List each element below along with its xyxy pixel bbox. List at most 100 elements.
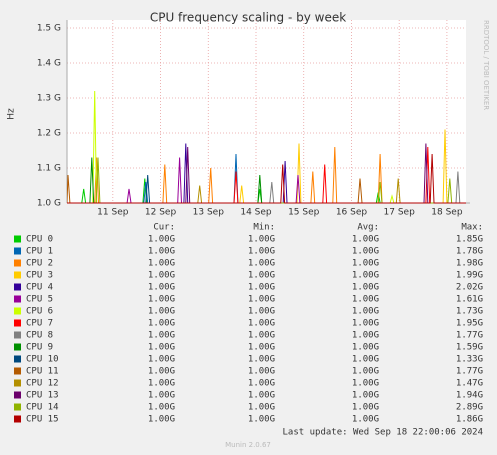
y-tick-label: 1.2 G — [37, 129, 61, 139]
legend-swatch — [14, 259, 21, 267]
legend-stat: 1.98G — [456, 259, 483, 269]
legend-stat: 1.00G — [352, 319, 379, 329]
legend-swatch — [14, 247, 21, 255]
y-tick-label: 1.1 G — [37, 164, 61, 174]
legend-stat: 1.00G — [148, 319, 175, 329]
legend-stat: 1.00G — [248, 355, 275, 365]
legend-swatch — [14, 391, 21, 399]
legend-stat: 1.00G — [352, 259, 379, 269]
legend-label: CPU 8 — [26, 331, 53, 341]
series-line — [67, 129, 466, 204]
legend-stat: 1.00G — [248, 235, 275, 245]
legend-label: CPU 5 — [26, 295, 53, 305]
x-tick-label: 13 Sep — [193, 208, 225, 218]
legend-swatch — [14, 367, 21, 375]
x-tick-label: 12 Sep — [145, 208, 177, 218]
side-text: RRDTOOL / TOBI OETIKER — [482, 20, 490, 110]
y-tick-label: 1.0 G — [37, 199, 61, 209]
legend-stat: 1.00G — [248, 415, 275, 425]
legend-header: Max: — [461, 223, 483, 233]
legend-stat: 1.00G — [148, 355, 175, 365]
legend-swatch — [14, 331, 21, 339]
legend-stat: 2.89G — [456, 403, 483, 413]
legend-stat: 1.00G — [148, 331, 175, 341]
legend-label: CPU 2 — [26, 259, 53, 269]
legend-swatch — [14, 403, 21, 411]
legend-label: CPU 4 — [26, 283, 53, 293]
legend-swatch — [14, 235, 21, 243]
series-line — [67, 157, 466, 204]
y-tick-label: 1.5 G — [37, 24, 61, 34]
legend-stat: 1.00G — [248, 283, 275, 293]
footer: Last update: Wed Sep 18 22:00:06 2024 — [283, 428, 483, 438]
legend-label: CPU 6 — [26, 307, 53, 317]
x-tick-label: 11 Sep — [97, 208, 129, 218]
series-line — [67, 153, 466, 204]
x-tick-label: 18 Sep — [431, 208, 463, 218]
legend-label: CPU 0 — [26, 235, 53, 245]
x-tick-label: 15 Sep — [288, 208, 320, 218]
legend-stat: 1.00G — [248, 307, 275, 317]
legend-stat: 1.00G — [148, 235, 175, 245]
legend-stat: 1.33G — [456, 355, 483, 365]
version: Munin 2.0.67 — [225, 441, 271, 449]
y-tick-label: 1.3 G — [37, 94, 61, 104]
legend-label: CPU 15 — [26, 415, 59, 425]
legend-stat: 1.00G — [248, 319, 275, 329]
series-layer — [67, 90, 466, 204]
legend-swatch — [14, 343, 21, 351]
legend-stat: 1.00G — [352, 331, 379, 341]
legend-label: CPU 9 — [26, 343, 53, 353]
legend-stat: 1.00G — [352, 283, 379, 293]
y-tick-label: 1.4 G — [37, 59, 61, 69]
legend-label: CPU 14 — [26, 403, 59, 413]
legend-label: CPU 1 — [26, 247, 53, 257]
legend-stat: 1.00G — [148, 295, 175, 305]
legend-stat: 1.00G — [352, 355, 379, 365]
legend-stat: 1.00G — [352, 415, 379, 425]
legend-swatch — [14, 307, 21, 315]
legend-stat: 1.00G — [352, 247, 379, 257]
legend-header: Min: — [253, 223, 275, 233]
legend-stat: 1.00G — [248, 331, 275, 341]
legend-stat: 2.02G — [456, 283, 483, 293]
chart-title: CPU frequency scaling - by week — [150, 11, 346, 25]
legend-stat: 1.95G — [456, 319, 483, 329]
legend-stat: 1.00G — [148, 307, 175, 317]
legend-swatch — [14, 379, 21, 387]
legend-stat: 1.00G — [248, 379, 275, 389]
legend-header: Avg: — [357, 223, 379, 233]
legend-stat: 1.00G — [352, 403, 379, 413]
legend-swatch — [14, 319, 21, 327]
legend-stat: 1.00G — [352, 343, 379, 353]
legend-stat: 1.00G — [148, 367, 175, 377]
plot-area — [67, 20, 466, 203]
legend-stat: 1.78G — [456, 247, 483, 257]
legend-stat: 1.85G — [456, 235, 483, 245]
y-axis-label: Hz — [7, 108, 17, 120]
legend-stat: 1.00G — [352, 295, 379, 305]
legend-stat: 1.00G — [148, 391, 175, 401]
legend-label: CPU 7 — [26, 319, 53, 329]
legend-stat: 1.73G — [456, 307, 483, 317]
legend-label: CPU 11 — [26, 367, 59, 377]
legend-swatch — [14, 295, 21, 303]
legend-stat: 1.00G — [248, 247, 275, 257]
legend-swatch — [14, 415, 21, 423]
legend-stat: 1.00G — [148, 379, 175, 389]
legend-stat: 1.00G — [248, 391, 275, 401]
legend-stat: 1.00G — [352, 271, 379, 281]
legend-stat: 1.00G — [352, 391, 379, 401]
legend-stat: 1.00G — [248, 271, 275, 281]
legend-stat: 1.00G — [148, 283, 175, 293]
legend-stat: 1.00G — [248, 259, 275, 269]
legend-stat: 1.77G — [456, 331, 483, 341]
legend-stat: 1.00G — [148, 403, 175, 413]
legend-stat: 1.00G — [352, 235, 379, 245]
legend-swatch — [14, 271, 21, 279]
legend-stat: 1.00G — [248, 367, 275, 377]
legend-stat: 1.00G — [352, 379, 379, 389]
series-line — [67, 146, 466, 204]
legend-stat: 1.00G — [352, 307, 379, 317]
